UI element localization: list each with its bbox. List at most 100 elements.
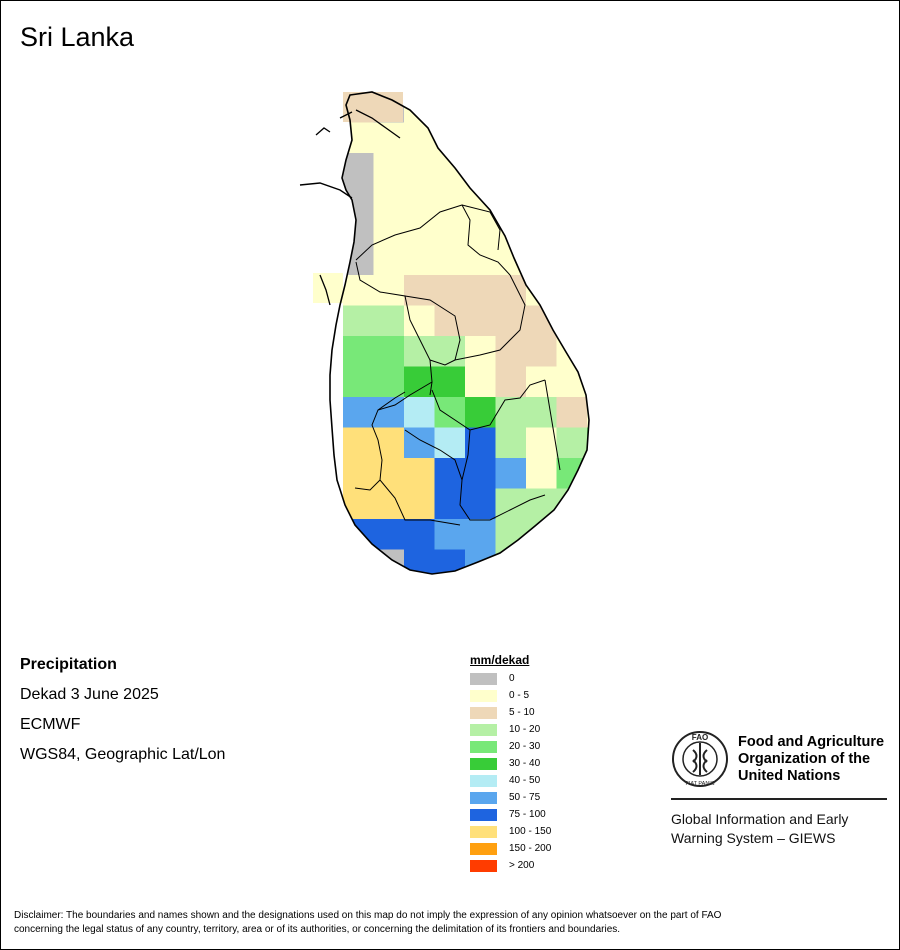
grid-cell <box>434 305 466 337</box>
grid-cell <box>587 519 589 550</box>
grid-cell <box>343 336 374 367</box>
grid-cell <box>526 183 557 215</box>
grid-cell <box>404 519 435 550</box>
legend-item: 0 - 5 <box>470 687 551 704</box>
grid-cell <box>556 183 588 215</box>
grid-cell <box>740 397 771 428</box>
grid-cell <box>679 550 710 581</box>
grid-cell <box>434 427 466 459</box>
legend-swatch <box>470 859 497 872</box>
grid-cell <box>465 153 496 184</box>
legend-item: 50 - 75 <box>470 789 551 806</box>
grid-cell <box>404 214 435 245</box>
legend-item: 20 - 30 <box>470 738 551 755</box>
legend-swatch <box>470 842 497 855</box>
grid-cell <box>740 428 771 459</box>
legend-swatch <box>470 808 497 821</box>
grid-cell <box>709 336 740 367</box>
grid-cell <box>434 519 466 550</box>
grid-cell <box>679 153 710 184</box>
legend-label: > 200 <box>509 860 535 871</box>
grid-cell <box>526 580 557 611</box>
grid-cell <box>587 488 589 520</box>
precipitation-grid <box>343 92 771 611</box>
grid-cell <box>556 153 588 184</box>
grid-cell <box>618 275 649 306</box>
grid-cell <box>709 275 740 306</box>
grid-cell <box>434 183 466 215</box>
grid-cell <box>740 275 771 306</box>
legend-item: 10 - 20 <box>470 721 551 738</box>
grid-cell <box>404 488 435 520</box>
grid-cell <box>495 336 527 367</box>
disclaimer-line: Disclaimer: The boundaries and names sho… <box>14 910 722 921</box>
grid-cell <box>587 366 589 398</box>
legend-label: 20 - 30 <box>509 741 541 752</box>
grid-cell <box>373 305 405 337</box>
map-title: Sri Lanka <box>20 22 135 52</box>
grid-cell <box>404 580 435 611</box>
grid-cell <box>434 214 466 245</box>
grid-cell <box>343 305 374 337</box>
grid-cell <box>556 92 588 123</box>
grid-cell <box>343 183 374 215</box>
legend-label: 30 - 40 <box>509 758 541 769</box>
legend-swatch <box>470 723 497 736</box>
grid-cell <box>709 550 740 581</box>
grid-cell <box>618 458 649 489</box>
giews-line: Global Information and Early <box>671 811 849 827</box>
grid-cell <box>709 519 740 550</box>
grid-cell <box>495 458 527 489</box>
grid-cell <box>648 245 679 276</box>
grid-cell <box>740 336 771 367</box>
grid-cell <box>465 458 496 489</box>
fao-name: Food and Agriculture Organization of the… <box>738 734 884 785</box>
grid-cell <box>709 367 740 398</box>
grid-cell <box>618 214 649 245</box>
grid-cell <box>556 275 588 306</box>
grid-cell <box>587 244 589 276</box>
variable-label: Precipitation <box>20 656 117 673</box>
grid-cell <box>618 580 649 611</box>
legend-label: 40 - 50 <box>509 775 541 786</box>
grid-cell <box>648 397 679 428</box>
grid-cell <box>465 244 496 276</box>
grid-cell <box>556 214 588 245</box>
grid-cell <box>343 549 374 574</box>
grid-cell <box>404 397 435 428</box>
grid-cell <box>495 275 527 306</box>
grid-cell <box>557 580 588 611</box>
grid-cell <box>343 427 374 459</box>
grid-cell <box>587 458 589 489</box>
projection-label: WGS84, Geographic Lat/Lon <box>20 746 226 763</box>
grid-cell <box>465 92 496 123</box>
source-label: ECMWF <box>20 716 81 733</box>
grid-cell <box>709 489 740 520</box>
grid-cell <box>465 305 496 337</box>
grid-cell <box>343 122 374 154</box>
grid-cell <box>556 427 588 459</box>
legend-label: 50 - 75 <box>509 792 541 803</box>
province-boundary <box>544 379 561 471</box>
legend: mm/dekad 0 0 - 5 5 - 10 10 - 20 20 - 30 30 - … <box>470 653 551 874</box>
grid-cell <box>679 489 710 520</box>
province-boundary <box>377 391 406 411</box>
grid-cell <box>343 275 374 306</box>
map-info: Precipitation Dekad 3 June 2025 ECMWF WG… <box>20 656 225 776</box>
province-boundary <box>404 429 546 521</box>
grid-cell <box>740 153 771 184</box>
legend-swatch <box>470 706 497 719</box>
grid-cell <box>740 214 771 245</box>
grid-cell <box>465 519 496 550</box>
legend-item: 150 - 200 <box>470 840 551 857</box>
grid-cell <box>740 184 771 215</box>
legend-label: 0 - 5 <box>509 690 530 701</box>
fao-logo-icon: FAO FIAT PANIS <box>672 731 728 787</box>
grid-cell <box>465 275 496 306</box>
grid-cell <box>587 427 589 459</box>
grid-cell <box>373 519 405 550</box>
grid-cell <box>526 366 557 398</box>
grid-cell <box>618 367 649 398</box>
grid-cell <box>648 336 679 367</box>
legend-label: 150 - 200 <box>509 843 552 854</box>
